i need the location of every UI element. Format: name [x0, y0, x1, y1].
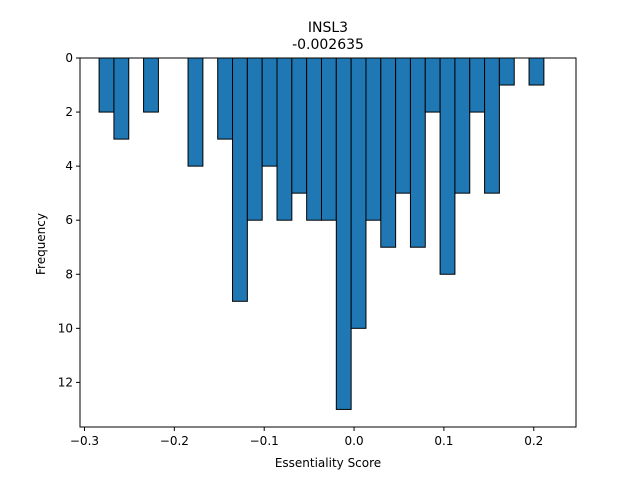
chart-subtitle: -0.002635	[292, 37, 364, 53]
histogram-bar	[528, 57, 545, 86]
chart-title: INSL3	[308, 20, 348, 36]
y-tick-label: 10	[58, 321, 73, 335]
histogram-bar	[395, 57, 411, 194]
x-tick-label: −0.2	[160, 434, 189, 448]
x-axis-label: Essentiality Score	[275, 456, 381, 470]
histogram-bar	[143, 57, 159, 113]
histogram-bar	[276, 57, 293, 221]
x-tick-label: 0.2	[524, 434, 543, 448]
x-tick-label: −0.3	[70, 434, 99, 448]
y-axis-label: Frequency	[34, 213, 48, 275]
histogram-bar	[484, 57, 500, 194]
y-tick-label: 2	[65, 105, 73, 119]
histogram-bar	[335, 57, 352, 410]
histogram-bar	[350, 57, 367, 329]
histogram-bar	[365, 57, 382, 221]
histogram-bar	[424, 57, 441, 113]
histogram-bar	[291, 57, 308, 194]
histogram-bar	[380, 57, 397, 248]
histogram-bar	[409, 57, 426, 248]
y-tick-label: 12	[58, 375, 73, 389]
histogram-bar	[498, 57, 515, 86]
x-tick-label: 0.1	[434, 434, 453, 448]
histogram-bar	[320, 57, 337, 221]
x-tick-label: 0.0	[345, 434, 364, 448]
histogram-bar	[454, 57, 471, 194]
histogram-bar	[261, 57, 278, 167]
bars-group	[98, 57, 545, 410]
histogram-bar	[306, 57, 322, 221]
histogram-bar	[439, 57, 456, 275]
histogram-bar	[113, 57, 130, 140]
x-tick-label: −0.1	[250, 434, 279, 448]
histogram-bar	[217, 57, 234, 140]
histogram-bar	[246, 57, 263, 221]
histogram-bar	[232, 57, 248, 302]
y-tick-label: 8	[65, 267, 73, 281]
y-tick-label: 6	[65, 213, 73, 227]
y-tick-label: 0	[65, 51, 73, 65]
y-tick-label: 4	[65, 159, 73, 173]
histogram-bar	[187, 57, 204, 167]
histogram-bar	[469, 57, 486, 113]
plot-frame	[79, 57, 577, 428]
histogram-bar	[98, 57, 115, 113]
y-axis-ticks: 0 2 4 6 8 10 12	[58, 51, 80, 389]
x-axis-ticks: −0.3 −0.2 −0.1 0.0 0.1 0.2	[70, 427, 543, 448]
